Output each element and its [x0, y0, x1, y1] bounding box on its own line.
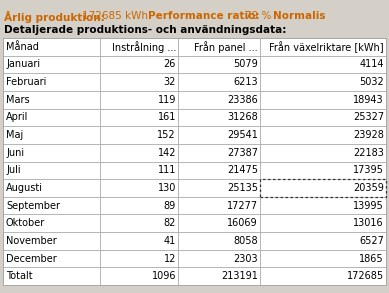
Text: 5079: 5079: [233, 59, 258, 69]
Text: Maj: Maj: [6, 130, 23, 140]
Text: 25327: 25327: [353, 113, 384, 122]
Text: Detaljerade produktions- och användningsdata:: Detaljerade produktions- och användnings…: [4, 25, 286, 35]
Text: Från växelriktare [kWh]: Från växelriktare [kWh]: [269, 41, 384, 53]
Text: 1865: 1865: [359, 253, 384, 263]
Text: 142: 142: [158, 148, 176, 158]
Text: Performance ratio:: Performance ratio:: [148, 11, 259, 21]
Text: 130: 130: [158, 183, 176, 193]
Text: Januari: Januari: [6, 59, 40, 69]
Text: 26: 26: [164, 59, 176, 69]
Text: September: September: [6, 201, 60, 211]
Text: Mars: Mars: [6, 95, 30, 105]
Text: 20359: 20359: [353, 183, 384, 193]
Text: 1096: 1096: [151, 271, 176, 281]
Text: 13995: 13995: [353, 201, 384, 211]
Text: 82: 82: [164, 218, 176, 228]
Bar: [260, 179, 386, 197]
Text: Februari: Februari: [6, 77, 46, 87]
Text: 32: 32: [164, 77, 176, 87]
Text: 25135: 25135: [227, 183, 258, 193]
Text: 27387: 27387: [227, 148, 258, 158]
Text: 18943: 18943: [353, 95, 384, 105]
Text: 6527: 6527: [359, 236, 384, 246]
Text: November: November: [6, 236, 57, 246]
Text: Månad: Månad: [6, 42, 39, 52]
Text: Juli: Juli: [6, 165, 21, 175]
Text: Instrålning ...: Instrålning ...: [112, 41, 176, 53]
Text: Årlig produktion:: Årlig produktion:: [4, 11, 105, 23]
Text: 79 %: 79 %: [245, 11, 272, 21]
Text: 4114: 4114: [359, 59, 384, 69]
Text: Totalt: Totalt: [6, 271, 33, 281]
Text: Normalis: Normalis: [273, 11, 326, 21]
Text: 16069: 16069: [228, 218, 258, 228]
Text: 12: 12: [164, 253, 176, 263]
Text: 17277: 17277: [227, 201, 258, 211]
Text: 31268: 31268: [227, 113, 258, 122]
Text: Augusti: Augusti: [6, 183, 43, 193]
Text: 23386: 23386: [227, 95, 258, 105]
Text: 8058: 8058: [233, 236, 258, 246]
Text: 2303: 2303: [233, 253, 258, 263]
Text: 13016: 13016: [353, 218, 384, 228]
Bar: [3, 38, 386, 285]
Text: 172685: 172685: [347, 271, 384, 281]
Text: Juni: Juni: [6, 148, 24, 158]
Text: 111: 111: [158, 165, 176, 175]
Text: 172685 kWh: 172685 kWh: [82, 11, 148, 21]
Text: 152: 152: [158, 130, 176, 140]
Text: Från panel ...: Från panel ...: [194, 41, 258, 53]
Text: 5032: 5032: [359, 77, 384, 87]
Text: 119: 119: [158, 95, 176, 105]
Text: 161: 161: [158, 113, 176, 122]
Text: 22183: 22183: [353, 148, 384, 158]
Text: 23928: 23928: [353, 130, 384, 140]
Text: 6213: 6213: [233, 77, 258, 87]
Text: 17395: 17395: [353, 165, 384, 175]
Text: December: December: [6, 253, 57, 263]
Text: 29541: 29541: [227, 130, 258, 140]
Text: April: April: [6, 113, 28, 122]
Text: 213191: 213191: [221, 271, 258, 281]
Text: 41: 41: [164, 236, 176, 246]
Text: 89: 89: [164, 201, 176, 211]
Text: 21475: 21475: [227, 165, 258, 175]
Text: Oktober: Oktober: [6, 218, 45, 228]
